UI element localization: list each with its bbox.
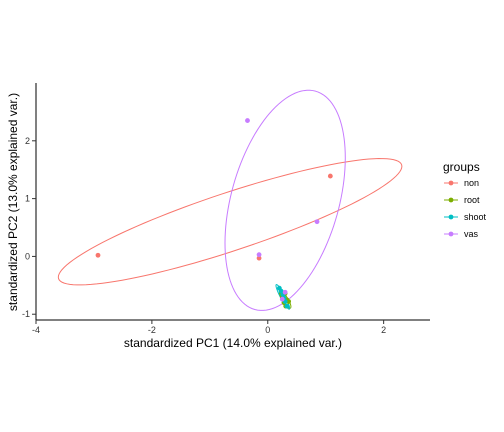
x-tick-label: 2 — [381, 325, 386, 335]
point-non — [328, 174, 333, 179]
point-vas — [245, 118, 250, 123]
point-shoot — [279, 289, 284, 294]
y-tick-label: 0 — [25, 251, 30, 261]
x-axis-title: standardized PC1 (14.0% explained var.) — [124, 336, 342, 350]
x-axis-ticks: -4 -2 0 2 — [32, 320, 386, 335]
y-axis-ticks: -1 0 1 2 — [22, 136, 36, 319]
legend-key-point — [449, 181, 454, 186]
y-axis-title: standardized PC2 (13.0% explained var.) — [6, 93, 20, 311]
y-tick-label: 2 — [25, 136, 30, 146]
y-tick-label: -1 — [22, 309, 30, 319]
points-layer — [96, 118, 333, 308]
ellipses-layer — [58, 90, 402, 310]
ellipse-vas — [225, 90, 345, 310]
x-tick-label: -4 — [32, 325, 40, 335]
y-tick-label: 1 — [25, 194, 30, 204]
legend-label-non: non — [464, 178, 479, 188]
legend-key-point — [449, 232, 454, 237]
legend-label-root: root — [464, 195, 480, 205]
legend-title: groups — [443, 160, 480, 174]
x-tick-label: 0 — [265, 325, 270, 335]
point-vas — [280, 297, 285, 302]
legend: groups non root shoot vas — [443, 160, 487, 239]
point-vas — [283, 290, 288, 295]
legend-items: non root shoot vas — [444, 178, 487, 239]
legend-key-point — [449, 215, 454, 220]
point-vas — [257, 252, 262, 257]
x-tick-label: -2 — [148, 325, 156, 335]
ellipse-non — [58, 159, 402, 285]
point-non — [96, 253, 101, 258]
point-vas — [315, 219, 320, 224]
legend-label-vas: vas — [464, 229, 479, 239]
legend-key-point — [449, 198, 454, 203]
point-shoot — [284, 304, 289, 309]
legend-label-shoot: shoot — [464, 212, 487, 222]
